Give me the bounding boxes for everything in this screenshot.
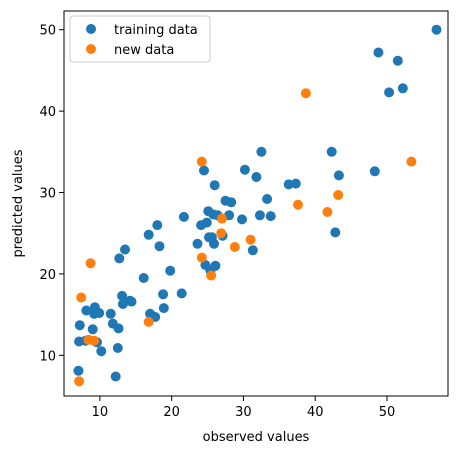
y-tick-label: 40 [39, 105, 56, 120]
point-training-data [384, 87, 395, 98]
point-training-data [333, 170, 344, 181]
point-training-data [290, 178, 301, 189]
y-axis-ticks: 10 20 30 40 50 [39, 24, 64, 364]
point-training-data [143, 229, 154, 240]
point-training-data [209, 180, 220, 191]
point-training-data [239, 164, 250, 175]
x-tick-label: 10 [92, 405, 109, 420]
point-training-data [105, 308, 116, 319]
point-new-data [143, 316, 154, 327]
point-new-data [322, 207, 333, 217]
point-training-data [201, 217, 212, 228]
legend-label-training-data: training data [114, 23, 198, 38]
point-new-data [216, 213, 227, 224]
point-new-data [333, 190, 344, 200]
point-training-data [247, 245, 258, 256]
point-training-data [94, 308, 105, 318]
plot-frame [63, 10, 449, 397]
point-training-data [154, 241, 165, 252]
y-tick-label: 50 [39, 24, 56, 39]
point-training-data [326, 146, 337, 157]
point-training-data [158, 303, 169, 314]
point-training-data [112, 343, 123, 353]
point-training-data [373, 47, 384, 58]
point-new-data [216, 228, 227, 239]
point-training-data [152, 220, 163, 231]
y-tick-label: 10 [39, 349, 56, 364]
data-points [73, 24, 442, 387]
point-new-data [196, 252, 207, 263]
point-training-data [254, 210, 265, 221]
point-training-data [110, 371, 121, 382]
point-training-data [158, 289, 169, 300]
point-training-data [138, 273, 149, 283]
y-tick-label: 30 [39, 187, 56, 202]
point-new-data [229, 242, 240, 252]
point-new-data [89, 335, 100, 346]
y-tick-label: 20 [39, 268, 56, 283]
point-training-data [96, 346, 107, 357]
legend-label-new-data: new data [114, 43, 174, 58]
point-training-data [256, 146, 267, 157]
point-training-data [114, 253, 125, 264]
point-training-data [117, 290, 128, 301]
point-training-data [392, 55, 403, 66]
point-training-data [74, 320, 85, 331]
legend-marker-training-data [86, 24, 96, 34]
point-training-data [262, 194, 273, 204]
point-new-data [293, 199, 303, 210]
point-training-data [369, 166, 380, 177]
point-training-data [192, 238, 203, 249]
point-new-data [76, 292, 87, 303]
point-training-data [176, 288, 187, 299]
point-training-data [199, 165, 209, 176]
point-training-data [113, 323, 124, 334]
x-tick-label: 40 [307, 405, 324, 420]
point-new-data [85, 258, 96, 269]
x-axis-ticks: 10 20 30 40 50 [92, 396, 396, 420]
point-training-data [210, 260, 221, 271]
point-training-data [330, 227, 341, 238]
x-tick-label: 20 [163, 405, 180, 420]
point-training-data [73, 365, 84, 376]
point-training-data [251, 172, 262, 182]
point-training-data [226, 197, 237, 208]
point-training-data [431, 24, 442, 35]
point-new-data [245, 234, 256, 245]
point-training-data [265, 211, 276, 222]
point-new-data [300, 88, 311, 99]
y-axis-label: predicted values [11, 149, 26, 257]
point-training-data [178, 211, 189, 222]
x-tick-label: 50 [379, 405, 396, 420]
point-new-data [74, 376, 85, 387]
point-training-data [237, 214, 247, 225]
legend-box [69, 15, 211, 63]
x-axis-label: observed values [203, 430, 310, 445]
x-tick-label: 30 [235, 405, 252, 420]
point-new-data [406, 156, 417, 167]
point-training-data [397, 83, 408, 94]
point-training-data [126, 296, 137, 307]
point-training-data [209, 238, 219, 249]
point-training-data [87, 324, 98, 335]
point-training-data [120, 244, 130, 255]
legend: training data new data [69, 15, 211, 63]
legend-marker-new-data [86, 44, 96, 54]
point-training-data [81, 305, 92, 316]
point-new-data [196, 156, 207, 167]
point-training-data [165, 265, 176, 276]
point-new-data [206, 270, 217, 281]
